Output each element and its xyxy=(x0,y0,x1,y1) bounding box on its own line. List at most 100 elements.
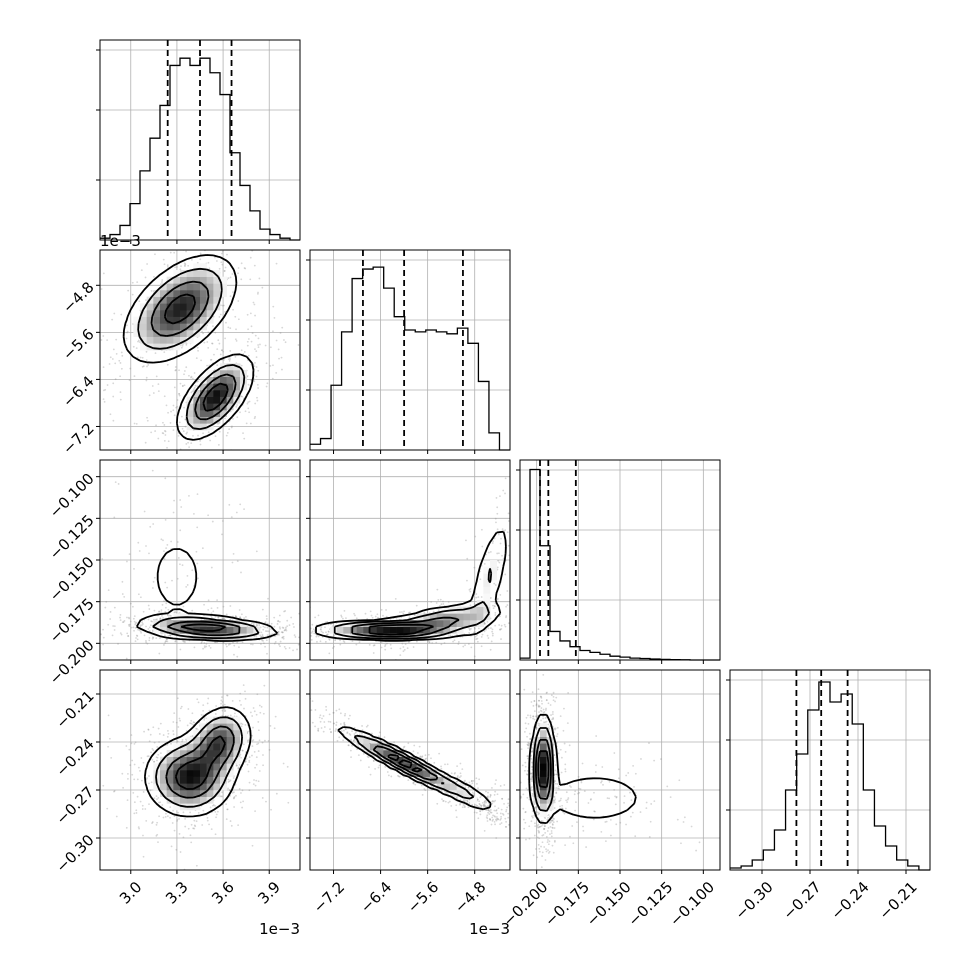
sample-point xyxy=(173,414,176,417)
sample-point xyxy=(500,808,503,811)
sample-point xyxy=(170,540,173,543)
sample-point xyxy=(223,703,226,706)
density-cell xyxy=(206,743,214,751)
sample-point xyxy=(190,391,193,394)
density-cell xyxy=(186,770,194,777)
density-cell xyxy=(226,403,234,411)
sample-point xyxy=(444,681,446,683)
sample-point xyxy=(335,724,338,726)
sample-point xyxy=(329,623,332,626)
sample-point xyxy=(186,584,189,586)
sample-point xyxy=(277,632,280,635)
sample-point xyxy=(170,845,173,848)
sample-point xyxy=(165,547,168,550)
density-cell xyxy=(213,390,221,397)
density-cell xyxy=(213,296,221,304)
sample-point xyxy=(102,272,105,275)
plot-area-1-0 xyxy=(52,250,302,450)
sample-point xyxy=(117,642,119,645)
sample-point xyxy=(507,544,510,547)
density-cell xyxy=(226,716,234,724)
sample-point xyxy=(136,795,139,798)
sample-point xyxy=(273,316,276,319)
sample-point xyxy=(270,622,273,625)
sample-point xyxy=(328,652,331,655)
sample-point xyxy=(215,816,217,819)
sample-point xyxy=(172,721,175,723)
sample-point xyxy=(500,628,503,630)
density-cell xyxy=(330,626,337,634)
sample-point xyxy=(300,364,302,366)
sample-point xyxy=(237,272,239,275)
sample-point xyxy=(153,760,155,763)
density-cell xyxy=(430,620,437,627)
sample-point xyxy=(493,605,496,607)
sample-point xyxy=(251,739,254,742)
sample-point xyxy=(52,417,54,419)
sample-point xyxy=(442,600,444,603)
sample-point xyxy=(494,517,497,520)
sample-point xyxy=(140,624,143,627)
density-cell xyxy=(470,620,477,627)
density-cell xyxy=(220,283,227,291)
sample-point xyxy=(217,339,220,342)
sample-point xyxy=(457,643,460,645)
sample-point xyxy=(262,642,265,645)
density-cell xyxy=(193,776,201,784)
sample-point xyxy=(184,817,187,820)
sample-point xyxy=(486,634,489,637)
density-cell xyxy=(173,763,181,771)
density-cell xyxy=(206,396,214,404)
sample-point xyxy=(368,644,371,646)
sample-point xyxy=(121,621,124,624)
sample-point xyxy=(468,781,471,784)
sample-point xyxy=(304,620,306,622)
sample-point xyxy=(176,577,179,580)
sample-point xyxy=(148,803,150,806)
sample-point xyxy=(272,330,274,333)
sample-point xyxy=(137,340,139,343)
sample-point xyxy=(504,573,507,576)
sample-point xyxy=(153,576,156,579)
density-cell xyxy=(186,783,194,791)
sample-point xyxy=(197,811,200,814)
sample-point xyxy=(235,328,237,331)
density-cell xyxy=(186,796,194,804)
sample-point xyxy=(221,696,223,699)
sample-point xyxy=(486,796,489,799)
sample-point xyxy=(493,809,496,812)
sample-point xyxy=(151,822,153,825)
sample-point xyxy=(479,796,482,799)
sample-point xyxy=(163,263,166,266)
sample-point xyxy=(182,639,185,642)
density-cell xyxy=(343,626,351,634)
sample-point xyxy=(342,729,345,732)
sample-point xyxy=(257,291,259,294)
sample-point xyxy=(464,805,466,808)
sample-point xyxy=(213,353,215,356)
sample-point xyxy=(166,638,168,641)
sample-point xyxy=(156,833,159,836)
density-cell xyxy=(206,416,214,424)
sample-point xyxy=(254,415,257,418)
sample-point xyxy=(174,369,177,372)
sample-point xyxy=(244,690,246,693)
sample-point xyxy=(162,617,164,619)
sample-point xyxy=(286,625,289,628)
sample-point xyxy=(214,833,217,836)
sample-point xyxy=(224,417,226,420)
sample-point xyxy=(501,554,503,557)
sample-point xyxy=(334,730,337,732)
sample-point xyxy=(195,381,198,383)
sample-point xyxy=(173,499,175,502)
density-cell xyxy=(213,283,221,291)
sample-point xyxy=(218,342,221,345)
sample-point xyxy=(226,808,229,811)
sample-point xyxy=(250,622,253,625)
sample-point xyxy=(174,266,177,269)
sample-point xyxy=(225,434,228,437)
density-cell xyxy=(140,336,147,344)
sample-point xyxy=(312,628,315,631)
sample-point xyxy=(233,653,235,656)
sample-point xyxy=(269,346,272,349)
